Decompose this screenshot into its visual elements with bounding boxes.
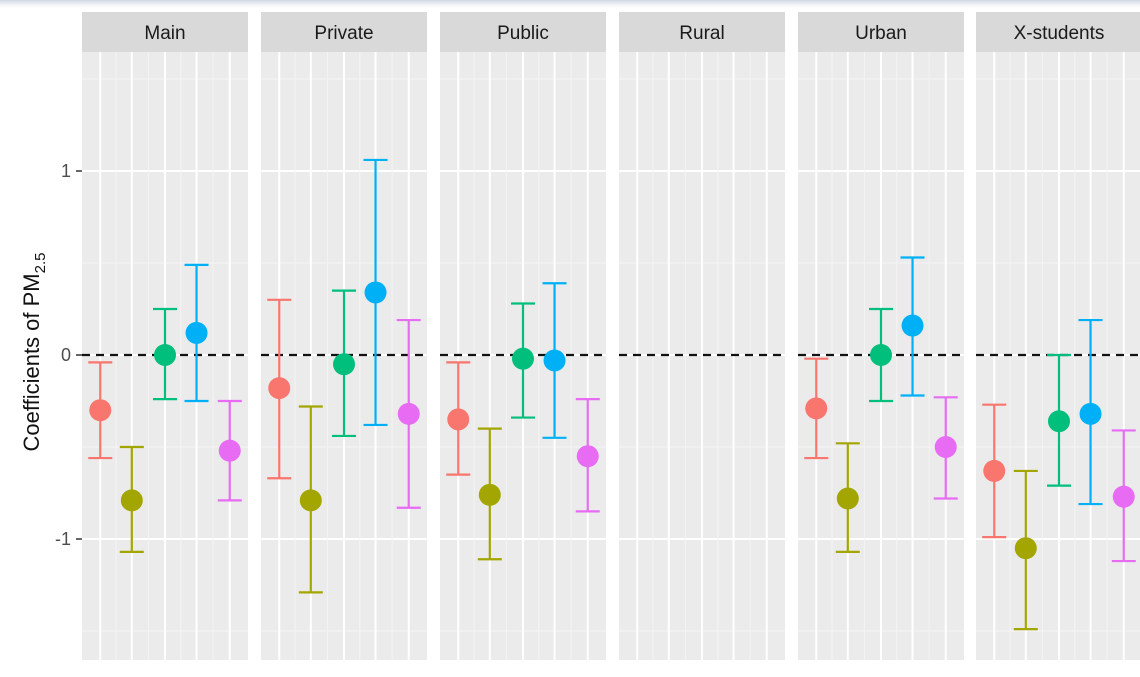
estimate-point bbox=[478, 483, 501, 506]
estimate-point bbox=[364, 281, 387, 304]
y-axis-label: Coefficients of PM2.5 bbox=[19, 253, 49, 452]
estimate-point bbox=[218, 439, 241, 462]
facet-strip bbox=[798, 12, 964, 52]
estimate-point bbox=[299, 489, 322, 512]
estimate-point bbox=[1079, 402, 1102, 425]
estimate-point bbox=[1014, 537, 1037, 560]
estimate-point bbox=[447, 408, 470, 431]
facet-label: X-students bbox=[1014, 23, 1105, 44]
y-tick-label: 1 bbox=[61, 161, 71, 181]
estimate-point bbox=[154, 344, 176, 366]
estimate-point bbox=[983, 459, 1006, 482]
estimate-point bbox=[512, 347, 534, 370]
facet-panel: Main bbox=[82, 12, 248, 660]
estimate-point bbox=[185, 321, 208, 344]
y-axis: 1 0 -1 bbox=[55, 161, 82, 549]
estimate-point bbox=[805, 397, 828, 420]
facet-panel: Rural bbox=[619, 12, 785, 660]
facet-strip bbox=[261, 12, 427, 52]
facet-label: Private bbox=[314, 23, 373, 44]
facet-label: Urban bbox=[855, 23, 907, 44]
estimate-point bbox=[576, 445, 599, 468]
facet-label: Public bbox=[497, 23, 549, 44]
facet-panel: Public bbox=[440, 12, 606, 660]
estimate-point bbox=[836, 487, 859, 510]
facet-panels: Main Private Public Rural Urban X-students bbox=[82, 12, 1140, 660]
y-axis-label-subscript: 2.5 bbox=[32, 253, 49, 274]
facet-strip bbox=[619, 12, 785, 52]
y-axis-label-main: Coefficients of PM bbox=[19, 273, 44, 451]
estimate-point bbox=[1112, 485, 1135, 508]
estimate-point bbox=[397, 402, 420, 425]
estimate-point bbox=[89, 399, 112, 422]
facet-label: Main bbox=[144, 23, 185, 44]
estimate-point bbox=[1048, 410, 1070, 433]
facet-strip bbox=[82, 12, 248, 52]
top-shadow bbox=[0, 0, 1140, 10]
estimate-point bbox=[901, 314, 924, 337]
facet-strip bbox=[440, 12, 606, 52]
estimate-point bbox=[543, 349, 566, 372]
estimate-point bbox=[934, 436, 957, 458]
facet-panel: Urban bbox=[798, 12, 964, 660]
estimate-point bbox=[120, 489, 143, 512]
y-tick-label: 0 bbox=[61, 345, 71, 365]
facet-panel: Private bbox=[261, 12, 427, 660]
estimate-point bbox=[333, 353, 355, 376]
facet-panel: X-students bbox=[976, 12, 1140, 660]
y-tick-label: -1 bbox=[55, 529, 71, 549]
facet-label: Rural bbox=[679, 23, 724, 44]
estimate-point bbox=[870, 344, 892, 366]
estimate-point bbox=[268, 377, 291, 400]
facet-strip bbox=[976, 12, 1140, 52]
